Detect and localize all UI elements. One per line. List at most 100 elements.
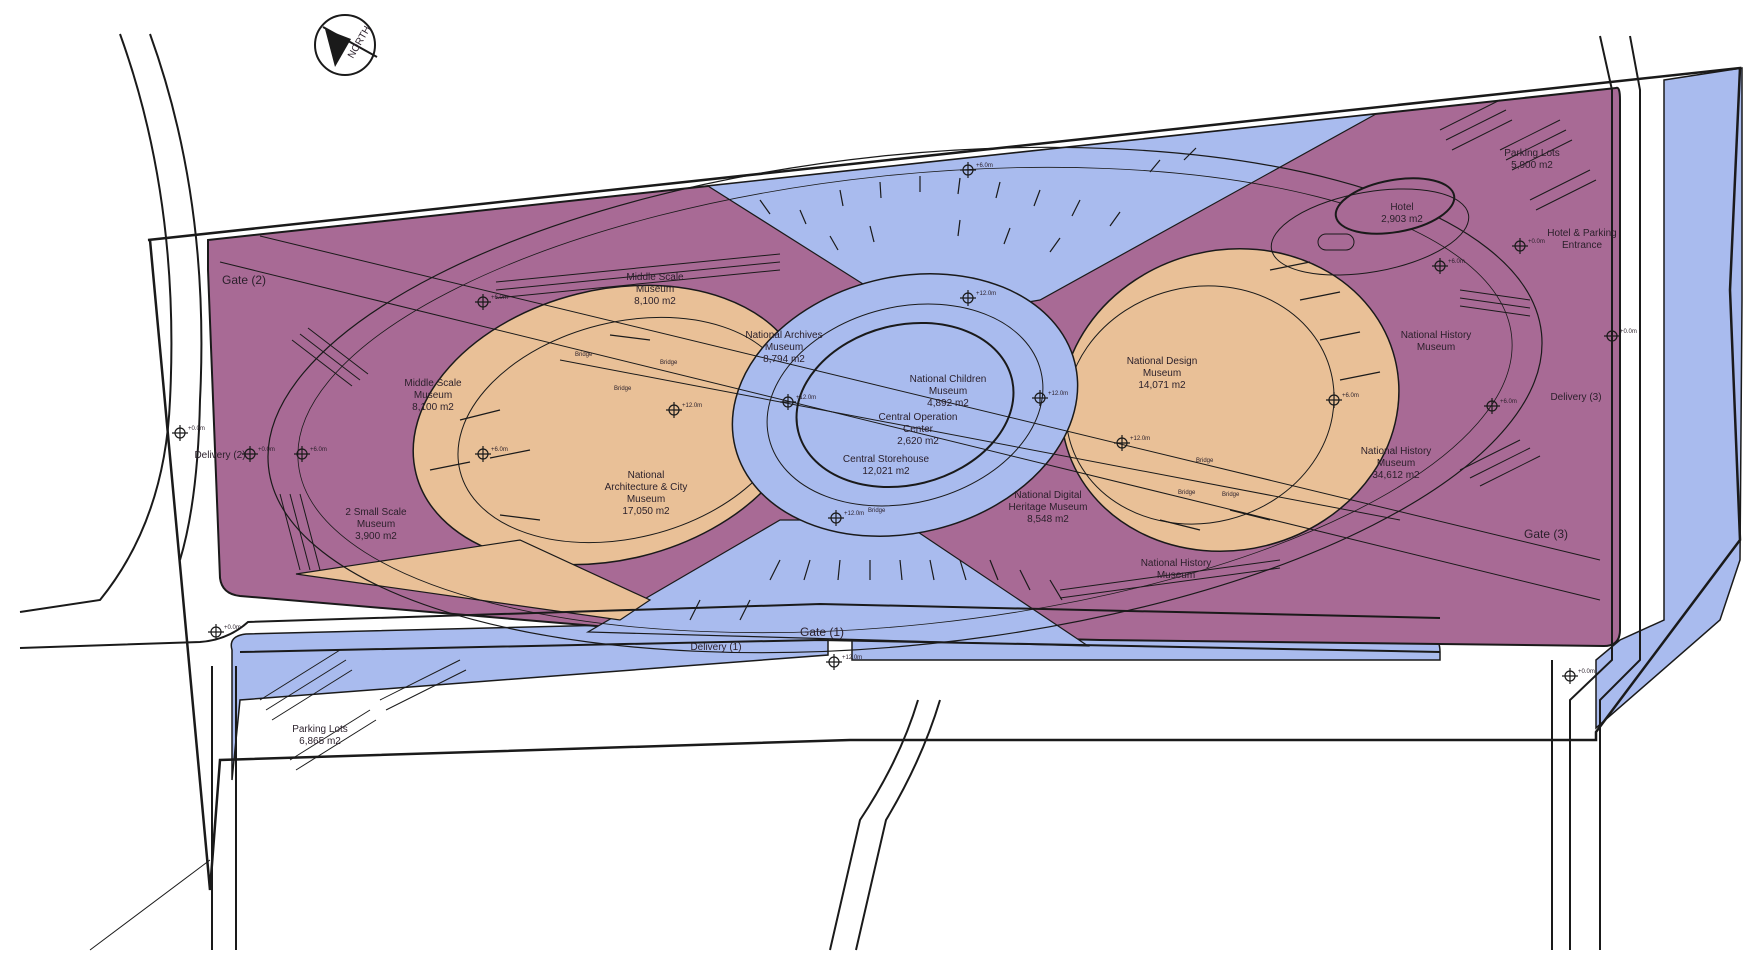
svg-text:Museum: Museum (1157, 570, 1195, 581)
svg-text:8,100 m2: 8,100 m2 (412, 402, 454, 413)
outer-track-2 (297, 166, 1513, 634)
hotel-dropoff (1317, 233, 1355, 251)
svg-text:Architecture & City: Architecture & City (605, 482, 688, 493)
svg-text:+6.0m: +6.0m (1342, 393, 1359, 399)
svg-text:Museum: Museum (636, 284, 674, 295)
svg-text:+0.0m: +0.0m (1528, 239, 1545, 245)
central-axis-north (706, 113, 1377, 321)
parking-stalls-bottom (259, 649, 467, 771)
svg-text:Middle Scale: Middle Scale (404, 378, 462, 389)
svg-text:14,071 m2: 14,071 m2 (1138, 380, 1186, 391)
svg-text:2,903 m2: 2,903 m2 (1381, 214, 1423, 225)
level-markers (172, 162, 1620, 684)
label-small-scale: 2 Small Scale Museum 3,900 m2 (345, 507, 407, 542)
svg-text:Bridge: Bridge (868, 508, 886, 514)
svg-text:8,100 m2: 8,100 m2 (634, 296, 676, 307)
label-hotel-parking: Hotel & Parking Entrance (1547, 228, 1616, 251)
label-history-bottom: National History Museum (1141, 558, 1212, 581)
svg-text:Museum: Museum (1377, 458, 1415, 469)
outer-track (267, 146, 1543, 654)
gate-2-label: Gate (2) (222, 273, 266, 287)
label-middle-scale-left: Middle Scale Museum 8,100 m2 (404, 378, 462, 413)
hotel-outer-drive (1270, 188, 1470, 276)
svg-text:Bridge: Bridge (575, 352, 593, 358)
svg-text:Museum: Museum (929, 386, 967, 397)
delivery-2-label: Delivery (2) (194, 450, 245, 461)
label-storehouse: Central Storehouse 12,021 m2 (843, 454, 930, 477)
label-children: National Children Museum 4,892 m2 (910, 374, 987, 409)
svg-text:+12.0m: +12.0m (976, 291, 996, 297)
svg-text:12,021 m2: 12,021 m2 (862, 466, 910, 477)
axis-line-1 (219, 261, 1601, 601)
svg-text:Museum: Museum (1143, 368, 1181, 379)
label-digital: National Digital Heritage Museum 8,548 m… (1009, 490, 1088, 525)
north-arrow-icon: NORTH (314, 14, 378, 76)
seating-blocks (279, 253, 1541, 599)
south-radiating-paths (689, 559, 1063, 621)
svg-text:Bridge: Bridge (1178, 490, 1196, 496)
label-history-top: National History Museum (1401, 330, 1472, 353)
gate-1-label: Gate (1) (800, 625, 844, 639)
svg-text:5,900 m2: 5,900 m2 (1511, 160, 1553, 171)
svg-text:Central Storehouse: Central Storehouse (843, 454, 930, 465)
delivery-1-label: Delivery (1) (690, 642, 741, 653)
svg-text:8,794 m2: 8,794 m2 (763, 354, 805, 365)
svg-text:Bridge: Bridge (1196, 458, 1214, 464)
north-radiating-paths (759, 147, 1197, 253)
label-operation: Central Operation Center 2,620 m2 (879, 412, 958, 447)
svg-text:Hotel: Hotel (1390, 202, 1413, 213)
svg-text:+6.0m: +6.0m (310, 447, 327, 453)
svg-text:Museum: Museum (357, 519, 395, 530)
svg-text:Museum: Museum (414, 390, 452, 401)
svg-text:Museum: Museum (765, 342, 803, 353)
axis-line-3 (559, 359, 1401, 521)
svg-text:Bridge: Bridge (614, 386, 632, 392)
svg-text:+6.0m: +6.0m (491, 447, 508, 453)
svg-text:National History: National History (1401, 330, 1472, 341)
svg-text:Bridge: Bridge (660, 360, 678, 366)
svg-text:National Archives: National Archives (745, 330, 822, 341)
road-network (19, 33, 1742, 951)
svg-text:Hotel & Parking: Hotel & Parking (1547, 228, 1616, 239)
svg-text:+12.0m: +12.0m (1048, 391, 1068, 397)
svg-text:+6.0m: +6.0m (1500, 399, 1517, 405)
level-labels: +6.0m +12.0m +6.0m +0.0m +6.0m +0.0m +6.… (188, 163, 1637, 675)
svg-text:8,548 m2: 8,548 m2 (1027, 514, 1069, 525)
svg-text:National Design: National Design (1127, 356, 1198, 367)
svg-text:2,620 m2: 2,620 m2 (897, 436, 939, 447)
svg-text:+0.0m: +0.0m (1578, 669, 1595, 675)
svg-text:6,865 m2: 6,865 m2 (299, 736, 341, 747)
delivery-3-label: Delivery (3) (1550, 392, 1601, 403)
label-architecture: National Architecture & City Museum 17,0… (605, 470, 688, 517)
svg-text:National History: National History (1361, 446, 1432, 457)
east-museum-inner (1065, 285, 1335, 525)
landscape-east (1595, 67, 1743, 730)
label-parking-bottom: Parking Lots 6,865 m2 (292, 724, 348, 747)
bridge-labels: Bridge Bridge Bridge Bridge Bridge Bridg… (575, 352, 1240, 514)
svg-text:+12.0m: +12.0m (842, 655, 862, 661)
svg-text:Bridge: Bridge (1222, 492, 1240, 498)
axis-line-2 (259, 235, 1601, 561)
svg-text:+0.0m: +0.0m (1620, 329, 1637, 335)
label-archives: National Archives Museum 8,794 m2 (745, 330, 822, 365)
svg-text:2 Small Scale: 2 Small Scale (345, 507, 407, 518)
svg-text:+12.0m: +12.0m (844, 511, 864, 517)
svg-text:+12.0m: +12.0m (1130, 436, 1150, 442)
label-design: National Design Museum 14,071 m2 (1127, 356, 1198, 391)
central-inner-ring (795, 321, 1015, 489)
svg-text:Parking Lots: Parking Lots (1504, 148, 1560, 159)
central-mid-ring (766, 303, 1044, 507)
svg-text:+6.0m: +6.0m (1448, 259, 1465, 265)
parking-stalls-top (1439, 99, 1597, 211)
svg-text:+6.0m: +6.0m (976, 163, 993, 169)
label-parking-top: Parking Lots 5,900 m2 (1504, 148, 1560, 171)
svg-text:3,900 m2: 3,900 m2 (355, 531, 397, 542)
label-history-mid: National History Museum 34,612 m2 (1361, 446, 1432, 481)
label-hotel: Hotel 2,903 m2 (1381, 202, 1423, 225)
svg-text:+12.0m: +12.0m (682, 403, 702, 409)
svg-text:34,612 m2: 34,612 m2 (1372, 470, 1420, 481)
gate-3-label: Gate (3) (1524, 527, 1568, 541)
svg-text:+6.0m: +6.0m (491, 295, 508, 301)
svg-text:Middle Scale: Middle Scale (626, 272, 684, 283)
svg-text:National History: National History (1141, 558, 1212, 569)
